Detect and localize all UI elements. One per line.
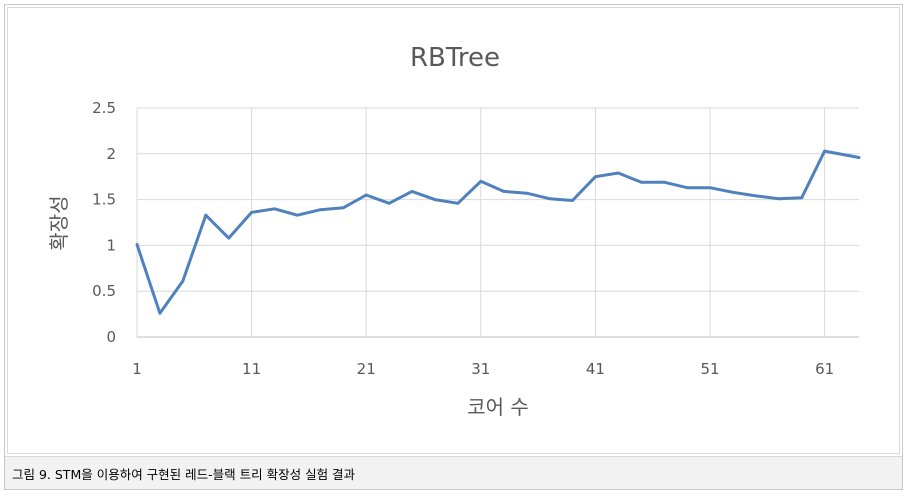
figure-caption-bar: 그림 9. STM을 이용하여 구현된 레드-블랙 트리 확장성 실험 결과 [5, 456, 902, 489]
data-point [708, 186, 712, 190]
data-point [594, 175, 597, 179]
x-tick-label: 1 [132, 360, 142, 378]
data-point [410, 189, 414, 193]
y-tick-label: 1 [106, 236, 116, 254]
data-point [857, 156, 861, 159]
x-axis-title: 코어 수 [467, 395, 529, 419]
data-point [548, 197, 551, 201]
series-layer [135, 149, 861, 315]
data-point [364, 193, 368, 197]
data-point [250, 211, 254, 214]
data-point [296, 213, 299, 217]
data-point [135, 243, 139, 246]
x-tick-label: 21 [357, 360, 376, 378]
data-point [754, 194, 758, 198]
x-axis-tick-labels: 1 11 21 31 41 51 61 [132, 360, 834, 378]
x-tick-label: 11 [242, 360, 261, 378]
data-point [318, 208, 322, 212]
y-tick-label: 0.5 [92, 282, 116, 300]
data-point [456, 201, 460, 205]
figure-caption: 그림 9. STM을 이용하여 구현된 레드-블랙 트리 확장성 실험 결과 [12, 467, 356, 482]
y-axis-title: 확장성 [47, 195, 71, 250]
chart-title: RBTree [410, 43, 500, 73]
data-point [777, 197, 781, 201]
data-point [479, 179, 483, 183]
data-point [227, 236, 231, 240]
y-tick-label: 2.5 [92, 99, 116, 117]
series-line [135, 149, 861, 315]
grid-lines [136, 107, 859, 338]
data-point [731, 190, 735, 194]
data-point [158, 311, 162, 315]
y-tick-label: 0 [106, 328, 116, 346]
chart-panel [7, 7, 900, 454]
y-tick-label: 2 [106, 145, 116, 163]
data-point [387, 201, 391, 205]
y-axis-tick-labels: 0 0.5 1 1.5 2 2.5 [92, 99, 116, 346]
data-point [204, 213, 208, 217]
x-tick-label: 41 [586, 360, 605, 378]
data-point [525, 191, 529, 195]
data-point [800, 196, 804, 200]
x-tick-label: 51 [700, 360, 719, 378]
y-tick-label: 1.5 [92, 191, 116, 209]
data-point [433, 198, 437, 202]
data-point [616, 171, 620, 175]
x-tick-label: 61 [815, 360, 834, 378]
data-point [273, 207, 276, 211]
data-point [341, 206, 345, 210]
data-point [662, 180, 666, 184]
data-point [639, 180, 643, 184]
data-point [181, 279, 185, 283]
data-point [823, 149, 827, 153]
data-point [571, 199, 574, 202]
data-point [502, 189, 506, 193]
x-tick-label: 31 [471, 360, 490, 378]
data-point [685, 186, 689, 190]
